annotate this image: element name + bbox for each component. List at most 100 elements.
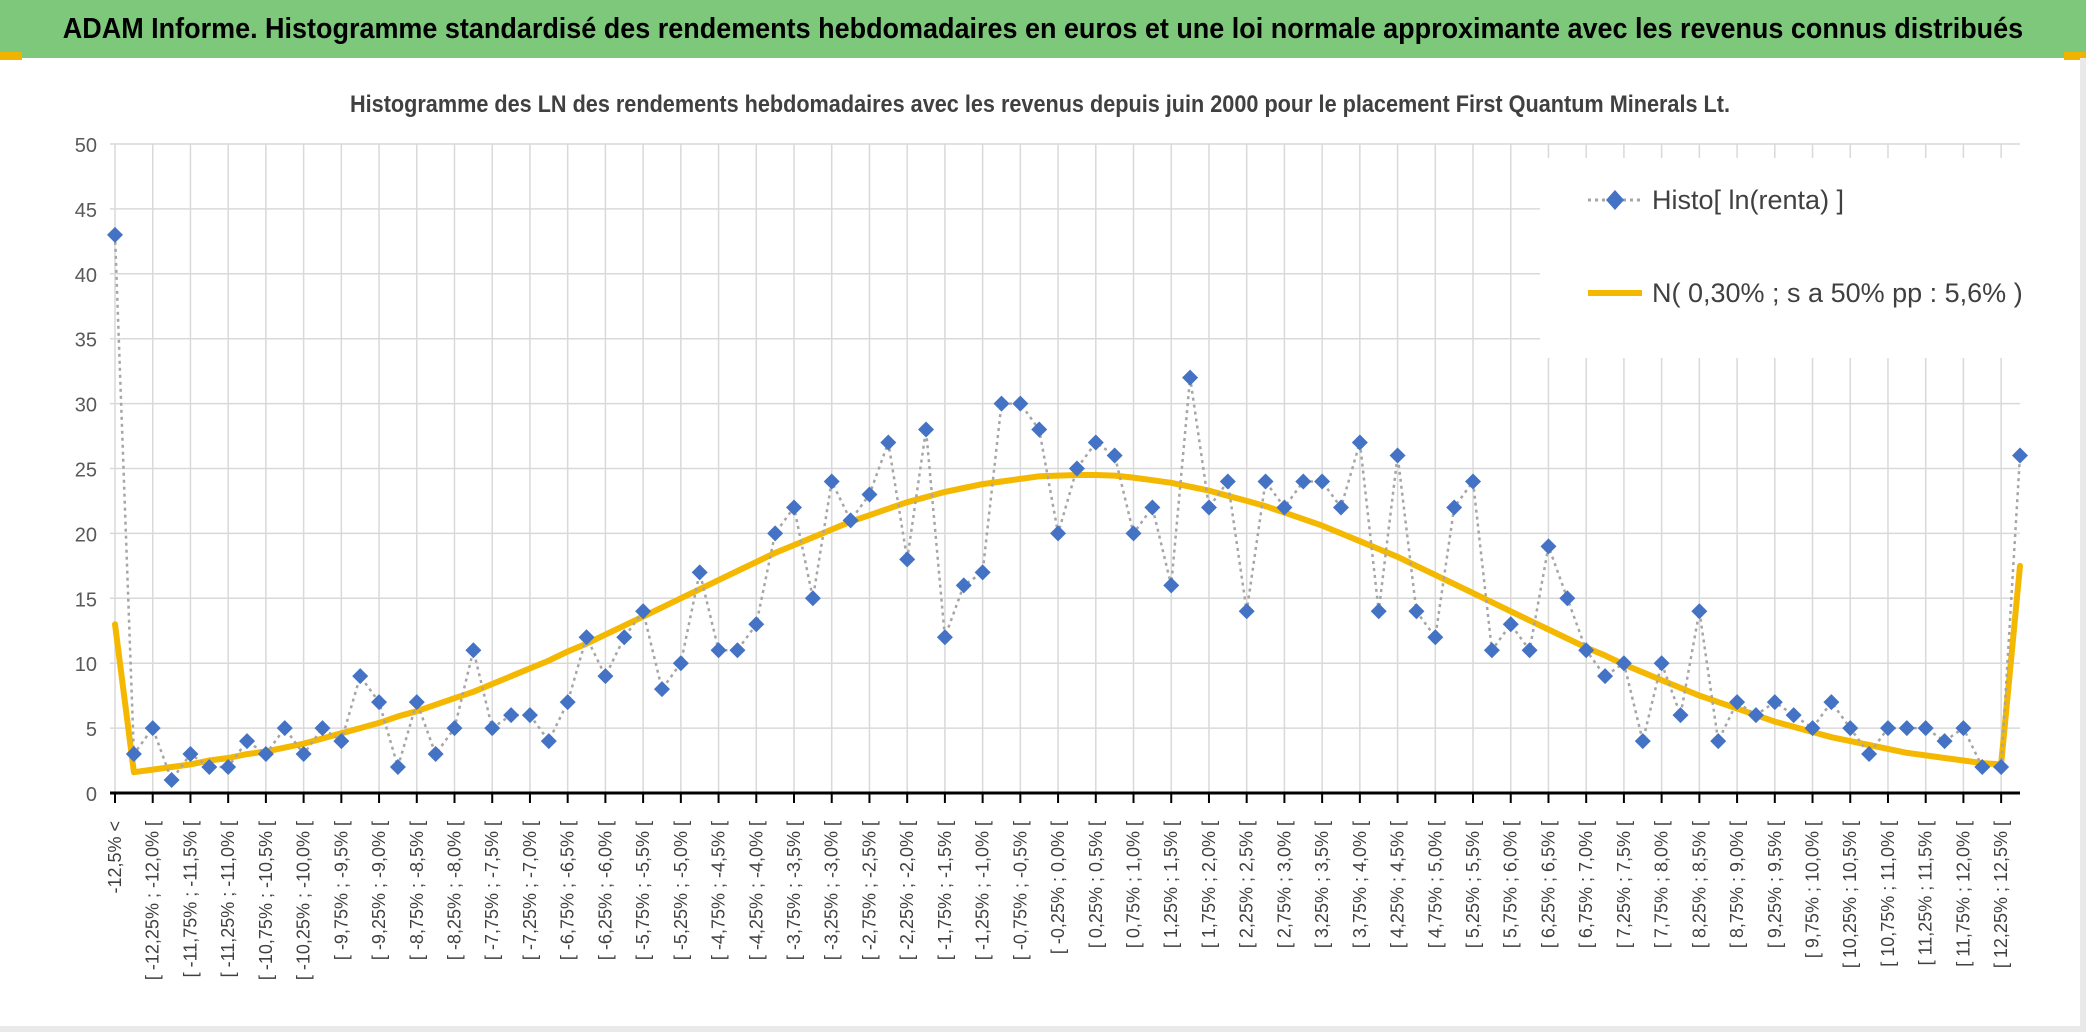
histogram-point [1502, 616, 1519, 633]
x-tick-label: [ -0,75% ; -0,5% [ [1010, 821, 1030, 960]
x-tick-label: [ -1,75% ; -1,5% [ [935, 821, 955, 960]
histogram-point [1898, 720, 1915, 737]
histogram-point [220, 759, 237, 776]
x-tick-label: [ 1,75% ; 2,0% [ [1199, 821, 1219, 948]
x-tick-label: [ 8,25% ; 8,5% [ [1689, 821, 1709, 948]
histogram-point [1597, 668, 1614, 685]
x-tick-label: [ -6,75% ; -6,5% [ [558, 821, 578, 960]
histogram-point [1314, 473, 1331, 490]
histogram-point [276, 720, 293, 737]
histogram-point [1993, 759, 2010, 776]
histogram-point [1483, 642, 1500, 659]
histogram-point [729, 642, 746, 659]
histogram-point [314, 720, 331, 737]
frame-border-right [2080, 58, 2086, 1032]
histogram-point [163, 772, 180, 789]
x-tick-label: -12,5% < [105, 821, 125, 894]
histogram-point [1974, 759, 1991, 776]
histogram-point [767, 525, 784, 542]
histogram-point [1540, 538, 1557, 555]
histogram-point [955, 577, 972, 594]
legend: Histo[ ln(renta) ] N( 0,30% ; s a 50% pp… [1540, 158, 2023, 358]
histogram-point [1861, 746, 1878, 763]
x-tick-label: [ -2,75% ; -2,5% [ [859, 821, 879, 960]
legend-histo-label: Histo[ ln(renta) ] [1652, 185, 1844, 215]
histogram-point [1615, 655, 1632, 672]
legend-background [1540, 158, 2020, 358]
histogram-point [540, 733, 557, 750]
histogram-point [1370, 603, 1387, 620]
chart-title: Histogramme des LN des rendements hebdom… [350, 91, 1730, 118]
histogram-point [710, 642, 727, 659]
histogram-point [1653, 655, 1670, 672]
x-tick-label: [ -8,25% ; -8,0% [ [445, 821, 465, 960]
x-tick-label: [ 1,25% ; 1,5% [ [1161, 821, 1181, 948]
x-tick-label: [ -4,75% ; -4,5% [ [709, 821, 729, 960]
histogram-point [823, 473, 840, 490]
histogram-point [333, 733, 350, 750]
histogram-point [1729, 694, 1746, 711]
y-tick-label: 10 [75, 654, 97, 676]
x-tick-label: [ 11,25% ; 11,5% [ [1916, 821, 1936, 965]
histogram-point [1672, 707, 1689, 724]
x-tick-label: [ 2,75% ; 3,0% [ [1274, 821, 1294, 948]
histogram-point [389, 759, 406, 776]
histogram-point [559, 694, 576, 711]
x-tick-label: [ 10,75% ; 11,0% [ [1878, 821, 1898, 967]
histogram-point [446, 720, 463, 737]
histogram-point [1389, 447, 1406, 464]
x-tick-label: [ -6,25% ; -6,0% [ [595, 821, 615, 960]
x-tick-label: [ -3,25% ; -3,0% [ [822, 821, 842, 960]
normal-curve-layer [112, 472, 2023, 776]
histogram-point [1521, 642, 1538, 659]
histogram-point [1785, 707, 1802, 724]
histogram-point [1257, 473, 1274, 490]
x-tick-label: [ -7,75% ; -7,5% [ [482, 821, 502, 960]
y-axis-ticks: 0 5 10 15 20 25 30 35 40 45 50 [75, 135, 97, 806]
x-tick-label: [ -9,25% ; -9,0% [ [369, 821, 389, 960]
x-tick-label: [ 6,75% ; 7,0% [ [1576, 821, 1596, 948]
histogram-point [1068, 460, 1085, 477]
histogram-point [616, 629, 633, 646]
histogram-point [352, 668, 369, 685]
histogram-point [1408, 603, 1425, 620]
x-tick-label: [ -11,25% ; -11,0% [ [218, 821, 238, 977]
x-tick-label: [ -5,25% ; -5,0% [ [671, 821, 691, 960]
histogram-point [993, 395, 1010, 412]
gridlines [110, 143, 2020, 795]
histogram-point [1842, 720, 1859, 737]
x-tick-label: [ 0,25% ; 0,5% [ [1086, 821, 1106, 948]
histogram-point [521, 707, 538, 724]
histogram-point [1823, 694, 1840, 711]
report-banner: ADAM Informe. Histogramme standardisé de… [0, 0, 2086, 58]
y-tick-label: 25 [75, 460, 97, 482]
histogram-point [503, 707, 520, 724]
y-tick-label: 30 [75, 395, 97, 417]
x-tick-label: [ 7,75% ; 8,0% [ [1652, 821, 1672, 948]
x-tick-label: [ 4,75% ; 5,0% [ [1425, 821, 1445, 948]
x-tick-label: [ 11,75% ; 12,0% [ [1953, 821, 1973, 967]
normal-curve-line [112, 472, 2023, 776]
histogram-point [1917, 720, 1934, 737]
x-tick-label: [ -10,25% ; -10,0% [ [294, 821, 314, 980]
x-tick-label: [ -7,25% ; -7,0% [ [520, 821, 540, 960]
x-tick-label: [ 3,25% ; 3,5% [ [1312, 821, 1332, 948]
histogram-chart: Histogramme des LN des rendements hebdom… [75, 91, 2028, 980]
histogram-point [1295, 473, 1312, 490]
x-tick-label: [ -5,75% ; -5,5% [ [633, 821, 653, 960]
histogram-point [899, 551, 916, 568]
histogram-point [786, 499, 803, 516]
histogram-point [653, 681, 670, 698]
histogram-point [748, 616, 765, 633]
y-tick-label: 50 [75, 135, 97, 157]
x-tick-label: [ -8,75% ; -8,5% [ [407, 821, 427, 960]
report-title: ADAM Informe. Histogramme standardisé de… [62, 12, 2024, 45]
x-tick-label: [ 8,75% ; 9,0% [ [1727, 821, 1747, 948]
histogram-point [201, 759, 218, 776]
histogram-point [1106, 447, 1123, 464]
histogram-point [1936, 733, 1953, 750]
x-tick-label: [ -2,25% ; -2,0% [ [897, 821, 917, 960]
x-tick-label: [ 3,75% ; 4,0% [ [1350, 821, 1370, 948]
histogram-point [1446, 499, 1463, 516]
histogram-point [597, 668, 614, 685]
